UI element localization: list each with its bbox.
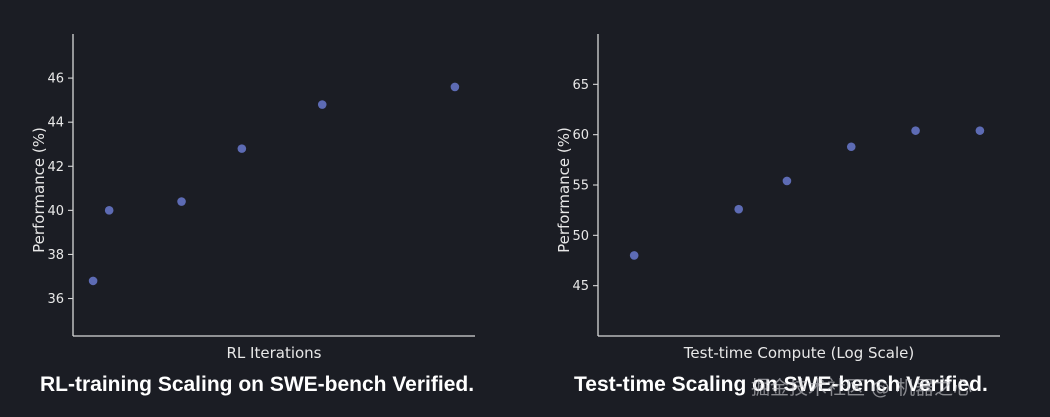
- tt-y-tick-label: 55: [572, 179, 589, 194]
- watermark: 掘金技术社区 @ 机器之心: [751, 377, 973, 399]
- tt-data-point: [846, 142, 856, 152]
- tt-data-point: [975, 126, 985, 135]
- tt-data-point: [734, 204, 743, 214]
- rl-y-axis-label: Performance (%): [30, 127, 48, 253]
- caption-rl-training: RL-training Scaling on SWE-bench Verifie…: [40, 373, 475, 396]
- tt-y-tick-label: 65: [572, 78, 589, 93]
- rl-data-point: [450, 82, 460, 92]
- rl-data-point: [237, 144, 247, 153]
- rl-y-tick-label: 40: [47, 204, 64, 219]
- tt-y-tick-label: 50: [572, 229, 589, 244]
- tt-y-axis-label: Performance (%): [555, 127, 573, 253]
- rl-y-tick-label: 46: [47, 72, 64, 87]
- tt-data-point: [911, 126, 920, 135]
- tt-x-axis-label: Test-time Compute (Log Scale): [683, 344, 914, 362]
- rl-data-point: [317, 100, 327, 109]
- rl-y-tick-label: 44: [47, 116, 64, 131]
- rl-x-axis-label: RL Iterations: [227, 344, 322, 362]
- tt-data-point: [629, 251, 639, 260]
- rl-y-tick-label: 36: [47, 292, 64, 307]
- caption-test-time: Test-time Scaling on SWE-bench Verified.: [574, 373, 988, 396]
- tt-y-tick-label: 60: [572, 128, 589, 143]
- rl-data-point: [177, 197, 186, 206]
- rl-y-tick-label: 38: [47, 248, 64, 263]
- rl-training-scatter-chart: 36 38 40 42 44 46 RL Iterations Performance (%): [30, 34, 475, 362]
- tt-data-point: [782, 176, 792, 186]
- test-time-scatter-chart: 45 50 55 60 65 Test-time Compute (Log Scale) P…: [555, 34, 1000, 362]
- tt-y-tick-label: 45: [572, 279, 589, 294]
- rl-data-point: [104, 206, 114, 215]
- rl-y-tick-label: 42: [47, 160, 64, 175]
- rl-data-point: [88, 276, 98, 286]
